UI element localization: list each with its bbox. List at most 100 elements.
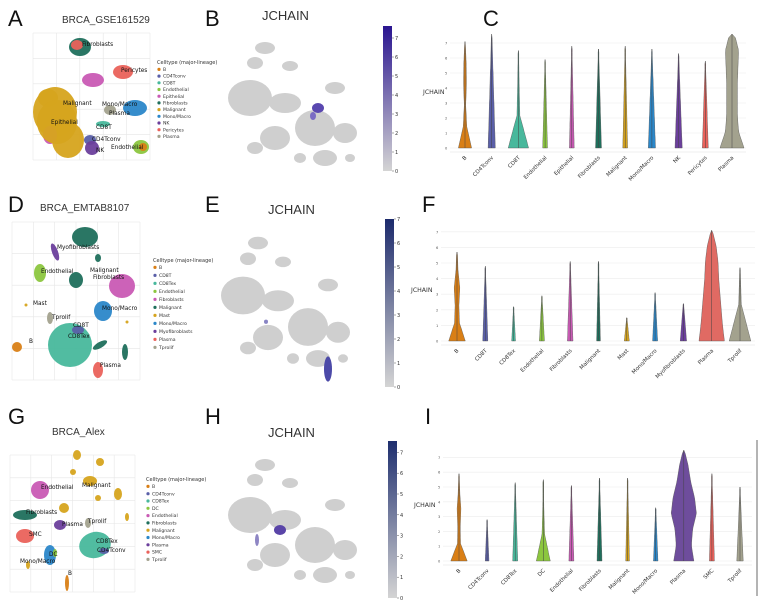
cluster-label: NK [96,148,104,154]
umap-grid-g [9,454,136,593]
y-tick-label: 1 [436,324,438,328]
panel-label-c: C [483,6,499,31]
cluster-label: DC [49,552,58,558]
legend-entry: NK [163,121,170,127]
legend-entry: CD8T [163,80,176,86]
cell-cluster-gray [294,153,306,163]
cell-cluster [72,326,84,334]
cell-cluster [95,495,101,501]
cell-cluster-gray [282,478,298,488]
cell-cluster [122,344,128,360]
cell-cluster-gray [313,150,337,166]
colorbar-tick-label: 6 [397,241,400,247]
legend-marker [157,108,161,112]
cell-cluster-gray [294,570,306,580]
y-tick-label: 3 [436,293,438,297]
cluster-label: Myofibroblasts [57,245,99,251]
legend-marker [146,499,150,503]
x-tick-label: Malignant [606,155,629,178]
cell-cluster-gray [333,540,357,560]
legend-marker [157,128,161,132]
cluster-label: Plasma [62,522,83,528]
x-tick-label: DC [537,568,547,578]
legend-marker [157,101,161,105]
colorbar-e [385,219,394,387]
cell-cluster-gray [228,497,272,533]
cell-cluster [50,243,60,261]
cell-cluster [47,312,53,324]
legend-entry: Mono/Macro [152,535,180,541]
cell-cluster [114,488,122,500]
legend-g-title: Celltype (major-lineage) [146,477,206,483]
y-tick-label: 7 [436,230,438,234]
legend-entry: Fibroblasts [152,521,177,527]
legend-entry: Malignant [163,107,186,113]
cell-cluster-gray [255,42,275,54]
cell-cluster [71,40,83,50]
cell-cluster-gray [325,499,345,511]
cluster-label: Malignant [90,268,119,274]
x-tick-label: CD8T [507,155,522,170]
y-tick-label: 0 [445,147,448,151]
x-tick-label: Tprolif [726,568,743,585]
y-tick-label: 6 [445,57,448,61]
legend-entry: DC [152,506,159,512]
cell-cluster [123,100,147,116]
cell-cluster-gray [275,256,291,268]
cell-cluster-gray [345,154,355,162]
legend-entry: Myofibroblasts [159,329,193,335]
cell-cluster [85,141,99,155]
colorbar-tick-label: 5 [400,492,403,498]
x-tick-label: B [454,348,461,355]
legend-entry: Endothelial [163,87,189,93]
umap-clusters-d [12,227,135,378]
cell-cluster-gray [295,110,335,146]
x-tick-label: CD4Tconv [467,568,491,592]
legend-marker [146,535,150,540]
legend-entry: Fibroblasts [163,101,188,107]
legend-marker [157,67,161,71]
cell-cluster-gray [318,278,338,292]
legend-entry: Tprolif [151,557,167,563]
colorbar-tick-label: 2 [395,131,398,137]
cell-cluster-gray [221,276,265,315]
cell-cluster [113,65,133,79]
cluster-label: Plasma [109,111,130,117]
x-tick-label: Endothelial [549,568,575,594]
jchain-high-cells [310,112,316,120]
cell-cluster-gray [247,559,263,571]
x-tick-label: Malignant [608,568,631,591]
y-tick-label: 6 [436,246,439,250]
cell-cluster [125,513,129,521]
cell-cluster-gray [260,126,290,150]
cluster-label: Mono/Macro [102,102,138,108]
legend-entry: Plasma [152,542,169,548]
colorbar-tick-label: 7 [400,450,403,456]
colorbar-tick-label: 2 [400,554,403,560]
colorbar-h [388,441,397,598]
cluster-label: Mono/Macro [102,306,138,312]
cluster-label: Pericytes [121,68,147,74]
cell-cluster [104,105,116,115]
colorbar-tick-label: 2 [397,337,400,343]
y-tick-label: 0 [436,340,439,344]
legend-entry: Mono/Macro [159,321,187,327]
chart-title-a: BRCA_GSE161529 [62,15,150,26]
cluster-label: B [29,339,33,345]
legend-marker [146,521,150,525]
x-tick-label: CD8T [474,348,489,363]
x-tick-label: CD4Tconv [472,155,496,179]
jchain-high-cells [264,319,268,324]
y-axis-label: JCHAIN [410,287,433,294]
cluster-label: CD8Tex [96,539,118,545]
legend-entry: Plasma [159,337,176,343]
cell-cluster-gray [333,123,357,143]
legend-entry: Endothelial [159,289,185,295]
x-tick-label: SMC [703,568,716,581]
colorbar-tick-label: 0 [400,596,403,602]
cluster-label: CD4Tconv [97,548,126,554]
cluster-label: Mast [33,301,48,307]
legend-marker [146,557,150,562]
cluster-label: Tprolif [87,519,107,525]
cluster-label: Malignant [82,483,111,489]
